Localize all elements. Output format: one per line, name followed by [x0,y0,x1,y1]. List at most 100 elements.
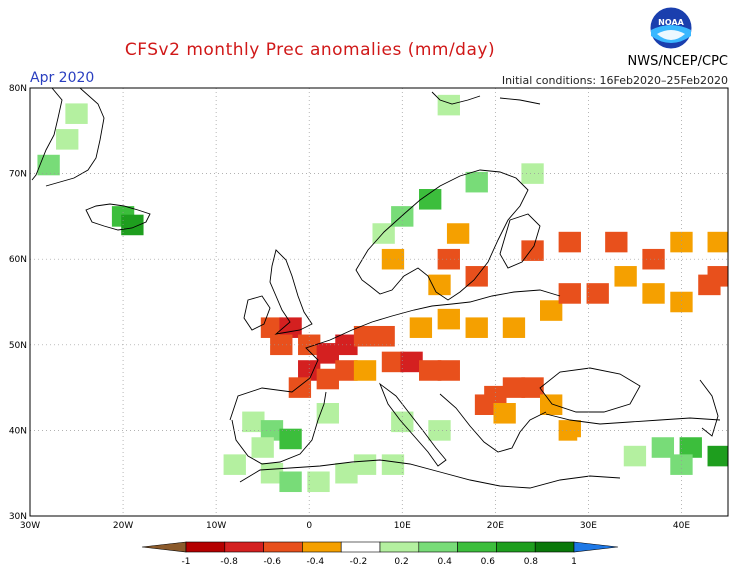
anomaly-cells-layer [37,94,728,493]
latitude-label: 50N [9,341,27,351]
longitude-label: 0 [306,521,312,531]
anomaly-cell [605,231,628,253]
noaa-logo: NOAA [649,6,693,50]
anomaly-cell [288,377,312,398]
colorbar-segment [496,541,536,553]
anomaly-cell [381,351,405,373]
anomaly-cell [642,283,665,304]
anomaly-cell [540,300,563,321]
graticule [30,88,728,516]
agency-label: NWS/NCEP/CPC [627,54,728,69]
longitude-label: 30W [20,521,40,531]
anomaly-cell [502,317,526,338]
anomaly-cell [428,420,451,441]
anomaly-cell [614,266,637,287]
map-frame [29,87,729,517]
anomaly-cell [335,360,358,381]
anomaly-cell [465,317,488,338]
anomaly-cell [707,231,728,253]
colorbar-label: 0.8 [524,557,539,567]
anomaly-cell [279,428,302,450]
noaa-logo-text: NOAA [658,18,684,27]
latitude-label: 70N [9,170,27,180]
longitude-label: 40E [673,521,690,531]
anomaly-cell [493,403,516,424]
anomaly-cell [37,154,60,176]
anomaly-cell [316,403,339,424]
anomaly-cell [260,420,284,441]
anomaly-cell [316,343,339,364]
colorbar-label: -1 [182,557,191,567]
latitude-label: 40N [9,426,27,436]
colorbar-segment [457,541,497,553]
longitude-labels: 30W 20W 10W 0 10E 20E 30E 40E [20,521,691,531]
anomaly-cell [670,291,693,313]
anomaly-cell [242,411,265,433]
anomaly-cell [298,360,321,381]
anomaly-cell [623,445,647,467]
anomaly-cell [260,462,284,484]
anomaly-cell [353,325,377,347]
anomaly-cell [381,454,405,475]
map-background [30,88,728,516]
anomaly-cell [707,445,728,467]
longitude-label: 10W [206,521,226,531]
colorbar-low-arrow [141,541,187,553]
anomaly-cell [307,471,330,493]
latitude-label: 80N [9,84,27,94]
colorbar: -1 -0.8 -0.6 -0.4 -0.2 0.2 0.4 0.6 0.8 1 [141,541,619,567]
anomaly-cell [400,351,423,373]
anomaly-cell [642,248,665,270]
anomaly-cell [353,360,377,381]
colorbar-label: 0.6 [481,557,496,567]
anomaly-cell [437,94,460,116]
colorbar-segment [302,541,342,553]
anomaly-cell [56,129,79,150]
anomaly-cell [586,283,609,304]
anomaly-cell [428,274,451,296]
longitude-label: 20E [487,521,504,531]
latitude-labels: 30N 40N 50N 60N 70N 80N [9,84,27,522]
colorbar-label: -0.4 [307,557,325,567]
anomaly-cell [409,317,433,338]
anomaly-cell [670,231,693,253]
anomaly-cell [353,454,377,475]
anomaly-cell [446,223,470,244]
colorbar-label: 0.2 [394,557,408,567]
anomaly-cell [558,283,581,304]
anomaly-cell [391,411,414,433]
anomaly-cell [279,471,302,493]
anomaly-cell [251,437,274,458]
colorbar-segment [418,541,458,553]
anomaly-cell [707,266,728,287]
colorbar-segment [224,541,264,553]
colorbar-high-arrow [573,541,619,553]
anomaly-cell [437,360,460,381]
coastlines-layer [31,88,721,489]
anomaly-cell [437,308,460,330]
colorbar-label: 1 [571,557,577,567]
anomaly-cell [502,377,526,398]
anomaly-cell [270,334,293,356]
colorbar-segment [340,541,381,553]
anomaly-cell [121,214,144,236]
colorbar-label: -0.2 [350,557,368,567]
anomaly-cell [419,360,442,381]
anomaly-cell [465,171,488,193]
colorbar-segment [379,541,420,553]
latitude-label: 30N [9,512,27,522]
anomaly-cell [316,368,339,390]
anomaly-cell [558,420,581,441]
latitude-label: 60N [9,255,27,265]
longitude-label: 20W [113,521,133,531]
longitude-label: 10E [394,521,411,531]
anomaly-cell [65,103,88,124]
anomaly-cell [419,189,442,210]
anomaly-cell [474,394,498,415]
anomaly-cell [521,163,544,184]
colorbar-segment [185,541,226,553]
anomaly-cell [381,248,405,270]
anomaly-cell [558,231,581,253]
colorbar-label: 0.4 [438,557,453,567]
